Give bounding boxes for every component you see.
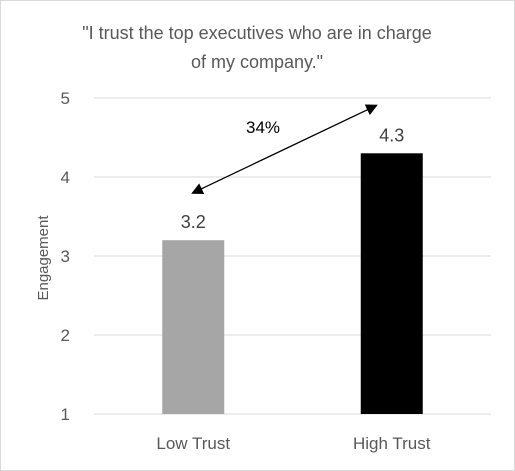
data-labels: 3.2 4.3 xyxy=(181,125,405,232)
category-label: Low Trust xyxy=(156,434,230,453)
data-label: 3.2 xyxy=(181,212,206,232)
y-axis-title: Engagement xyxy=(35,215,52,301)
bars xyxy=(162,153,423,415)
y-tick-label: 3 xyxy=(61,247,70,266)
y-tick-label: 4 xyxy=(61,168,70,187)
chart-title-line-2: of my company." xyxy=(191,52,323,72)
data-label: 4.3 xyxy=(379,125,404,145)
difference-arrow xyxy=(191,104,378,194)
chart-title-line-1: "I trust the top executives who are in c… xyxy=(82,23,432,43)
category-label: High Trust xyxy=(353,434,431,453)
bar-low-trust xyxy=(162,240,225,414)
gridlines xyxy=(94,97,491,415)
y-axis-ticks: 1 2 3 4 5 xyxy=(61,89,70,424)
bar-high-trust xyxy=(360,153,423,415)
category-labels: Low Trust High Trust xyxy=(156,434,430,453)
difference-annotation: 34% xyxy=(246,118,280,137)
y-tick-label: 1 xyxy=(61,405,70,424)
y-tick-label: 5 xyxy=(61,89,70,108)
y-tick-label: 2 xyxy=(61,326,70,345)
